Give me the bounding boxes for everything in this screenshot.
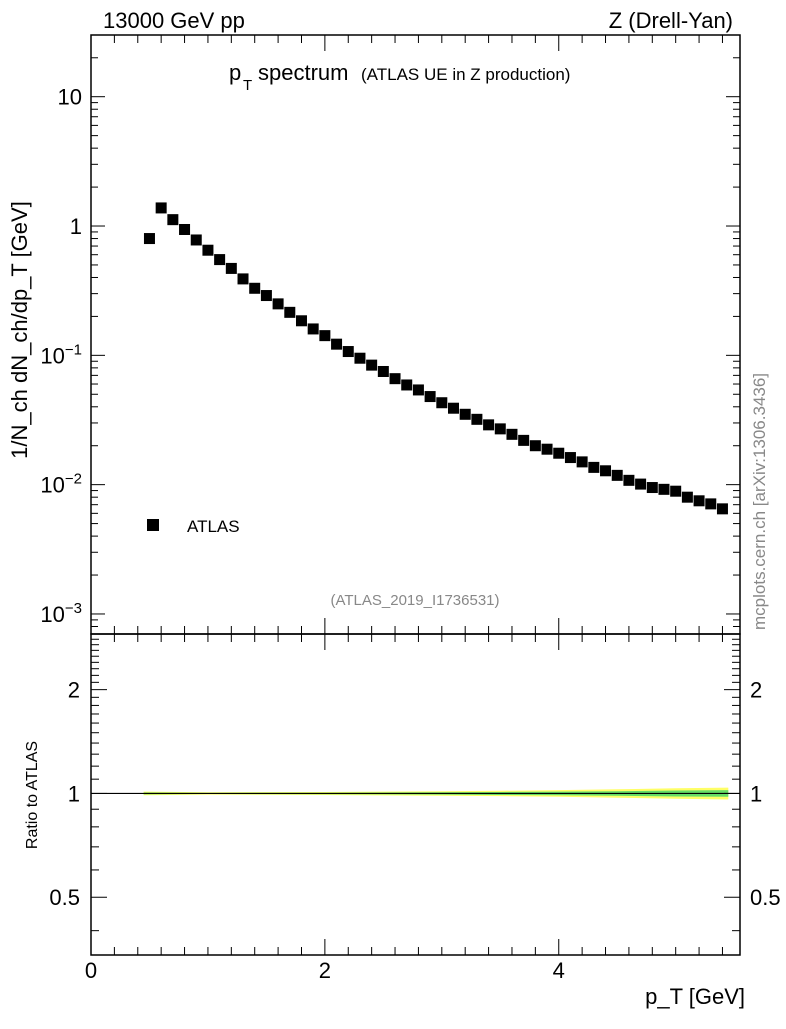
title-subtitle: (ATLAS UE in Z production)	[361, 65, 570, 84]
y-axis-label-bottom: Ratio to ATLAS	[24, 741, 41, 849]
data-point	[412, 384, 424, 396]
data-point	[272, 298, 284, 310]
data-point	[681, 491, 693, 503]
data-point	[202, 244, 214, 256]
side-credit: mcplots.cern.ch [arXiv:1306.3436]	[750, 373, 769, 630]
data-point	[670, 485, 682, 497]
data-point	[518, 434, 530, 446]
legend-marker	[147, 519, 159, 531]
data-point	[635, 478, 647, 490]
data-point	[716, 503, 728, 515]
ratio-y-tick-label-left: 0.5	[49, 885, 80, 910]
data-point	[623, 474, 635, 486]
title-sub: T	[243, 77, 252, 94]
y-tick-label: 10−3	[40, 600, 82, 627]
data-point	[459, 408, 471, 420]
analysis-id: (ATLAS_2019_I1736531)	[330, 592, 499, 609]
main-panel-ticks: 10−3 10−2 10−1 1 10	[40, 34, 740, 635]
title-p: p	[229, 60, 241, 85]
y-tick-label: 10	[58, 85, 82, 110]
data-point	[342, 346, 354, 358]
y-axis-label-top-text: 1/N_ch dN_ch/dp_T [GeV]	[7, 201, 32, 459]
energy-label: 13000 GeV pp	[103, 8, 245, 33]
data-point	[600, 465, 612, 477]
data-point	[143, 233, 155, 245]
title-main: spectrum	[258, 60, 348, 85]
data-point	[483, 419, 495, 431]
ratio-y-tick-label-right: 1	[750, 781, 762, 806]
ratio-y-tick-label-left: 1	[68, 781, 80, 806]
data-point	[190, 234, 202, 246]
ratio-panel-frame	[90, 633, 741, 956]
x-tick-label: 2	[319, 958, 331, 983]
data-point	[237, 273, 249, 285]
data-point	[658, 483, 670, 495]
ratio-y-tick-label-left: 2	[68, 678, 80, 703]
side-credit-text: mcplots.cern.ch [arXiv:1306.3436]	[750, 373, 769, 630]
process-label: Z (Drell-Yan)	[609, 8, 733, 33]
data-point	[529, 440, 541, 452]
data-point	[424, 391, 436, 403]
data-point	[179, 223, 191, 235]
legend-label: ATLAS	[187, 517, 240, 536]
ratio-y-tick-label-right: 2	[750, 678, 762, 703]
ratio-y-tick-label-right: 0.5	[750, 885, 781, 910]
data-point	[377, 365, 389, 377]
data-point	[260, 290, 272, 302]
y-tick-label: 10−1	[40, 341, 82, 368]
data-point	[295, 315, 307, 327]
data-point	[553, 447, 565, 459]
data-point	[564, 452, 576, 464]
x-axis-label: p_T [GeV]	[645, 984, 745, 1009]
data-point	[319, 330, 331, 342]
data-point	[284, 306, 296, 318]
data-point	[401, 379, 413, 391]
y-axis-label-top: 1/N_ch dN_ch/dp_T [GeV]	[7, 201, 32, 459]
data-point	[506, 428, 518, 440]
data-points	[143, 202, 728, 515]
data-point	[214, 254, 226, 266]
data-point	[436, 397, 448, 409]
y-tick-label: 10−2	[40, 471, 82, 498]
data-point	[249, 282, 261, 294]
data-point	[366, 359, 378, 371]
data-point	[693, 495, 705, 507]
y-axis-label-bottom-text: Ratio to ATLAS	[24, 741, 41, 849]
x-tick-label: 4	[553, 958, 565, 983]
data-point	[705, 498, 717, 510]
data-point	[541, 443, 553, 455]
plot-title: p T spectrum (ATLAS UE in Z production)	[229, 60, 570, 94]
data-point	[331, 338, 343, 350]
x-tick-label: 0	[85, 958, 97, 983]
data-point	[646, 482, 658, 494]
data-point	[494, 423, 506, 435]
data-point	[307, 323, 319, 335]
data-point	[611, 469, 623, 481]
data-point	[225, 262, 237, 274]
data-point	[155, 202, 167, 214]
data-point	[448, 402, 460, 414]
y-tick-label: 1	[70, 214, 82, 239]
data-point	[576, 456, 588, 468]
data-point	[389, 373, 401, 385]
main-panel-frame	[90, 34, 741, 635]
data-point	[471, 413, 483, 425]
data-point	[588, 461, 600, 473]
data-point	[354, 352, 366, 364]
data-point	[167, 214, 179, 226]
ratio-panel-ticks: 0 2 4 0.5 0.5 1 1 2 2	[49, 634, 781, 983]
